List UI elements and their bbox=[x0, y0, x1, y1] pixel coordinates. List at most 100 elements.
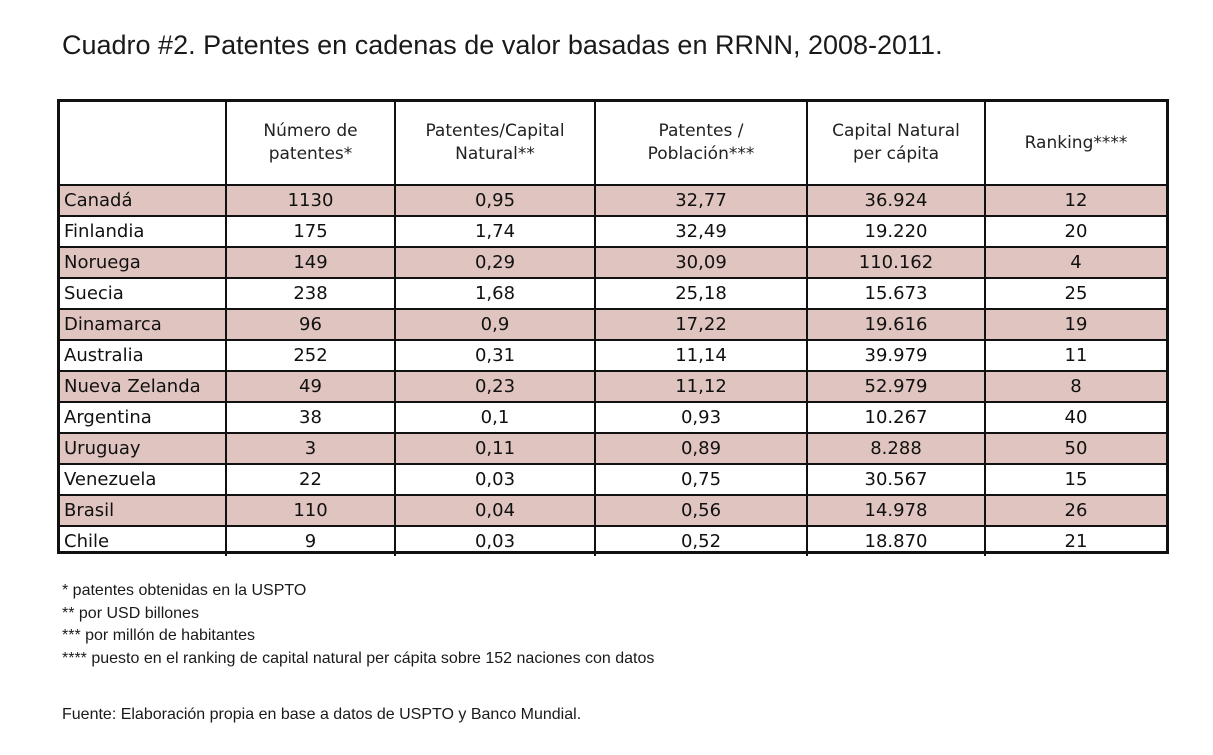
value-cell: 12 bbox=[984, 184, 1166, 217]
value-cell: 110 bbox=[225, 494, 396, 527]
value-cell: 15.673 bbox=[806, 277, 986, 310]
country-cell: Chile bbox=[60, 525, 227, 556]
value-cell: 40 bbox=[984, 401, 1166, 434]
footnote: * patentes obtenidas en la USPTO bbox=[62, 582, 307, 599]
value-cell: 15 bbox=[984, 463, 1166, 496]
value-cell: 0,29 bbox=[394, 246, 596, 279]
country-cell: Noruega bbox=[60, 246, 227, 279]
value-cell: 21 bbox=[984, 525, 1166, 556]
value-cell: 1,68 bbox=[394, 277, 596, 310]
footnote: ** por USD billones bbox=[62, 604, 199, 622]
value-cell: 19.220 bbox=[806, 215, 986, 248]
column-header: Número de patentes* bbox=[225, 102, 396, 186]
value-cell: 0,03 bbox=[394, 525, 596, 556]
table-row: Dinamarca 96 0,9 17,22 19.616 19 bbox=[60, 308, 1166, 341]
column-header bbox=[60, 102, 227, 186]
source-note: Fuente: Elaboración propia en base a dat… bbox=[62, 706, 582, 723]
table-row: Australia 252 0,31 11,14 39.979 11 bbox=[60, 339, 1166, 372]
value-cell: 0,23 bbox=[394, 370, 596, 403]
value-cell: 0,89 bbox=[594, 432, 808, 465]
table-row: Noruega 149 0,29 30,09 110.162 4 bbox=[60, 246, 1166, 279]
value-cell: 0,75 bbox=[594, 463, 808, 496]
country-cell: Canadá bbox=[60, 184, 227, 217]
value-cell: 8 bbox=[984, 370, 1166, 403]
country-cell: Uruguay bbox=[60, 432, 227, 465]
value-cell: 49 bbox=[225, 370, 396, 403]
value-cell: 14.978 bbox=[806, 494, 986, 527]
value-cell: 38 bbox=[225, 401, 396, 434]
data-table: Número de patentes* Patentes/Capital Natura… bbox=[60, 102, 1166, 556]
value-cell: 10.267 bbox=[806, 401, 986, 434]
value-cell: 20 bbox=[984, 215, 1166, 248]
footnotes: * patentes obtenidas en la USPTO ** por … bbox=[62, 580, 654, 670]
column-header-line: Ranking**** bbox=[1024, 132, 1128, 153]
table-row: Argentina 38 0,1 0,93 10.267 40 bbox=[60, 401, 1166, 434]
value-cell: 175 bbox=[225, 215, 396, 248]
country-cell: Venezuela bbox=[60, 463, 227, 496]
value-cell: 96 bbox=[225, 308, 396, 341]
value-cell: 0,03 bbox=[394, 463, 596, 496]
value-cell: 0,95 bbox=[394, 184, 596, 217]
value-cell: 22 bbox=[225, 463, 396, 496]
column-header-line: Patentes/Capital bbox=[425, 121, 565, 141]
column-header: Capital Natural per cápita bbox=[806, 102, 986, 186]
table-row: Brasil 110 0,04 0,56 14.978 26 bbox=[60, 494, 1166, 527]
footnote: *** por millón de habitantes bbox=[62, 627, 256, 644]
value-cell: 1130 bbox=[225, 184, 396, 217]
value-cell: 39.979 bbox=[806, 339, 986, 372]
column-header-line: Patentes / bbox=[658, 121, 744, 141]
value-cell: 32,77 bbox=[594, 184, 808, 217]
column-header-line: patentes* bbox=[268, 144, 353, 164]
value-cell: 11 bbox=[984, 339, 1166, 372]
table-row: Venezuela 22 0,03 0,75 30.567 15 bbox=[60, 463, 1166, 496]
value-cell: 8.288 bbox=[806, 432, 986, 465]
value-cell: 110.162 bbox=[806, 246, 986, 279]
value-cell: 11,14 bbox=[594, 339, 808, 372]
footnote: **** puesto en el ranking de capital nat… bbox=[62, 649, 655, 667]
value-cell: 18.870 bbox=[806, 525, 986, 556]
country-cell: Finlandia bbox=[60, 215, 227, 248]
value-cell: 0,31 bbox=[394, 339, 596, 372]
value-cell: 26 bbox=[984, 494, 1166, 527]
column-header-line: Natural** bbox=[455, 144, 535, 164]
value-cell: 1,74 bbox=[394, 215, 596, 248]
value-cell: 0,52 bbox=[594, 525, 808, 556]
header-row: Número de patentes* Patentes/Capital Natura… bbox=[60, 102, 1166, 186]
country-cell: Suecia bbox=[60, 277, 227, 310]
table-row: Uruguay 3 0,11 0,89 8.288 50 bbox=[60, 432, 1166, 465]
country-cell: Dinamarca bbox=[60, 308, 227, 341]
value-cell: 25 bbox=[984, 277, 1166, 310]
value-cell: 4 bbox=[984, 246, 1166, 279]
value-cell: 0,04 bbox=[394, 494, 596, 527]
value-cell: 52.979 bbox=[806, 370, 986, 403]
value-cell: 9 bbox=[225, 525, 396, 556]
value-cell: 11,12 bbox=[594, 370, 808, 403]
column-header-line: per cápita bbox=[852, 144, 939, 164]
country-cell: Australia bbox=[60, 339, 227, 372]
value-cell: 30,09 bbox=[594, 246, 808, 279]
page-title: Cuadro #2. Patentes en cadenas de valor … bbox=[62, 30, 943, 60]
column-header-line: Número de bbox=[263, 121, 358, 141]
value-cell: 3 bbox=[225, 432, 396, 465]
table-row: Finlandia 175 1,74 32,49 19.220 20 bbox=[60, 215, 1166, 248]
column-header: Patentes / Población*** bbox=[594, 102, 808, 186]
value-cell: 25,18 bbox=[594, 277, 808, 310]
country-cell: Nueva Zelanda bbox=[60, 370, 227, 403]
country-cell: Argentina bbox=[60, 401, 227, 434]
table-row: Nueva Zelanda 49 0,23 11,12 52.979 8 bbox=[60, 370, 1166, 403]
value-cell: 0,56 bbox=[594, 494, 808, 527]
value-cell: 0,9 bbox=[394, 308, 596, 341]
value-cell: 19 bbox=[984, 308, 1166, 341]
country-cell: Brasil bbox=[60, 494, 227, 527]
table-row: Canadá 1130 0,95 32,77 36.924 12 bbox=[60, 184, 1166, 217]
value-cell: 0,93 bbox=[594, 401, 808, 434]
column-header: Patentes/Capital Natural** bbox=[394, 102, 596, 186]
patents-table: Número de patentes* Patentes/Capital Natura… bbox=[57, 99, 1169, 556]
value-cell: 36.924 bbox=[806, 184, 986, 217]
value-cell: 32,49 bbox=[594, 215, 808, 248]
value-cell: 149 bbox=[225, 246, 396, 279]
table-body: Canadá 1130 0,95 32,77 36.924 12 Finlandia 175 1… bbox=[60, 184, 1166, 556]
column-header-line: Población*** bbox=[647, 144, 755, 164]
column-header: Ranking**** bbox=[984, 102, 1166, 186]
value-cell: 0,1 bbox=[394, 401, 596, 434]
